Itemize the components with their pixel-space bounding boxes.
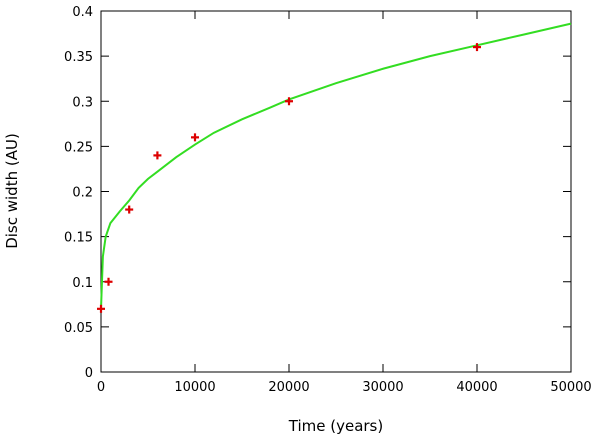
y-tick-label: 0.3 — [72, 95, 93, 110]
ticks — [100, 10, 572, 373]
y-tick-label: 0.1 — [72, 276, 93, 291]
data-point — [285, 97, 293, 106]
series-points-group — [97, 43, 481, 313]
y-tick-label: 0.4 — [72, 5, 93, 20]
data-point — [104, 277, 113, 286]
y-tick-label: 0.15 — [64, 231, 93, 246]
x-tick-label: 40000 — [456, 380, 497, 395]
x-tick-label: 50000 — [550, 380, 591, 395]
plot-frame — [100, 10, 572, 373]
y-tick-label: 0.2 — [72, 186, 93, 201]
data-point — [125, 205, 134, 214]
data-point — [153, 151, 162, 160]
series-line-group — [100, 22, 572, 309]
x-axis-label: Time (years) — [288, 417, 383, 435]
fit-curve — [100, 22, 572, 309]
x-tick-label: 10000 — [174, 380, 215, 395]
y-axis-label: Disc width (AU) — [3, 133, 21, 249]
y-tick-label: 0.35 — [64, 50, 93, 65]
data-point — [473, 43, 481, 52]
y-tick-label: 0 — [85, 366, 93, 381]
y-tick-label: 0.25 — [64, 140, 93, 155]
data-point — [97, 304, 105, 313]
tick-labels: 0 10000 20000 30000 40000 50000 0 0.05 0.1 0.15 0.… — [64, 5, 592, 395]
x-tick-label: 30000 — [362, 380, 403, 395]
data-point — [191, 133, 199, 142]
y-tick-label: 0.05 — [64, 321, 93, 336]
x-tick-label: 0 — [97, 380, 105, 395]
x-tick-label: 20000 — [268, 380, 309, 395]
